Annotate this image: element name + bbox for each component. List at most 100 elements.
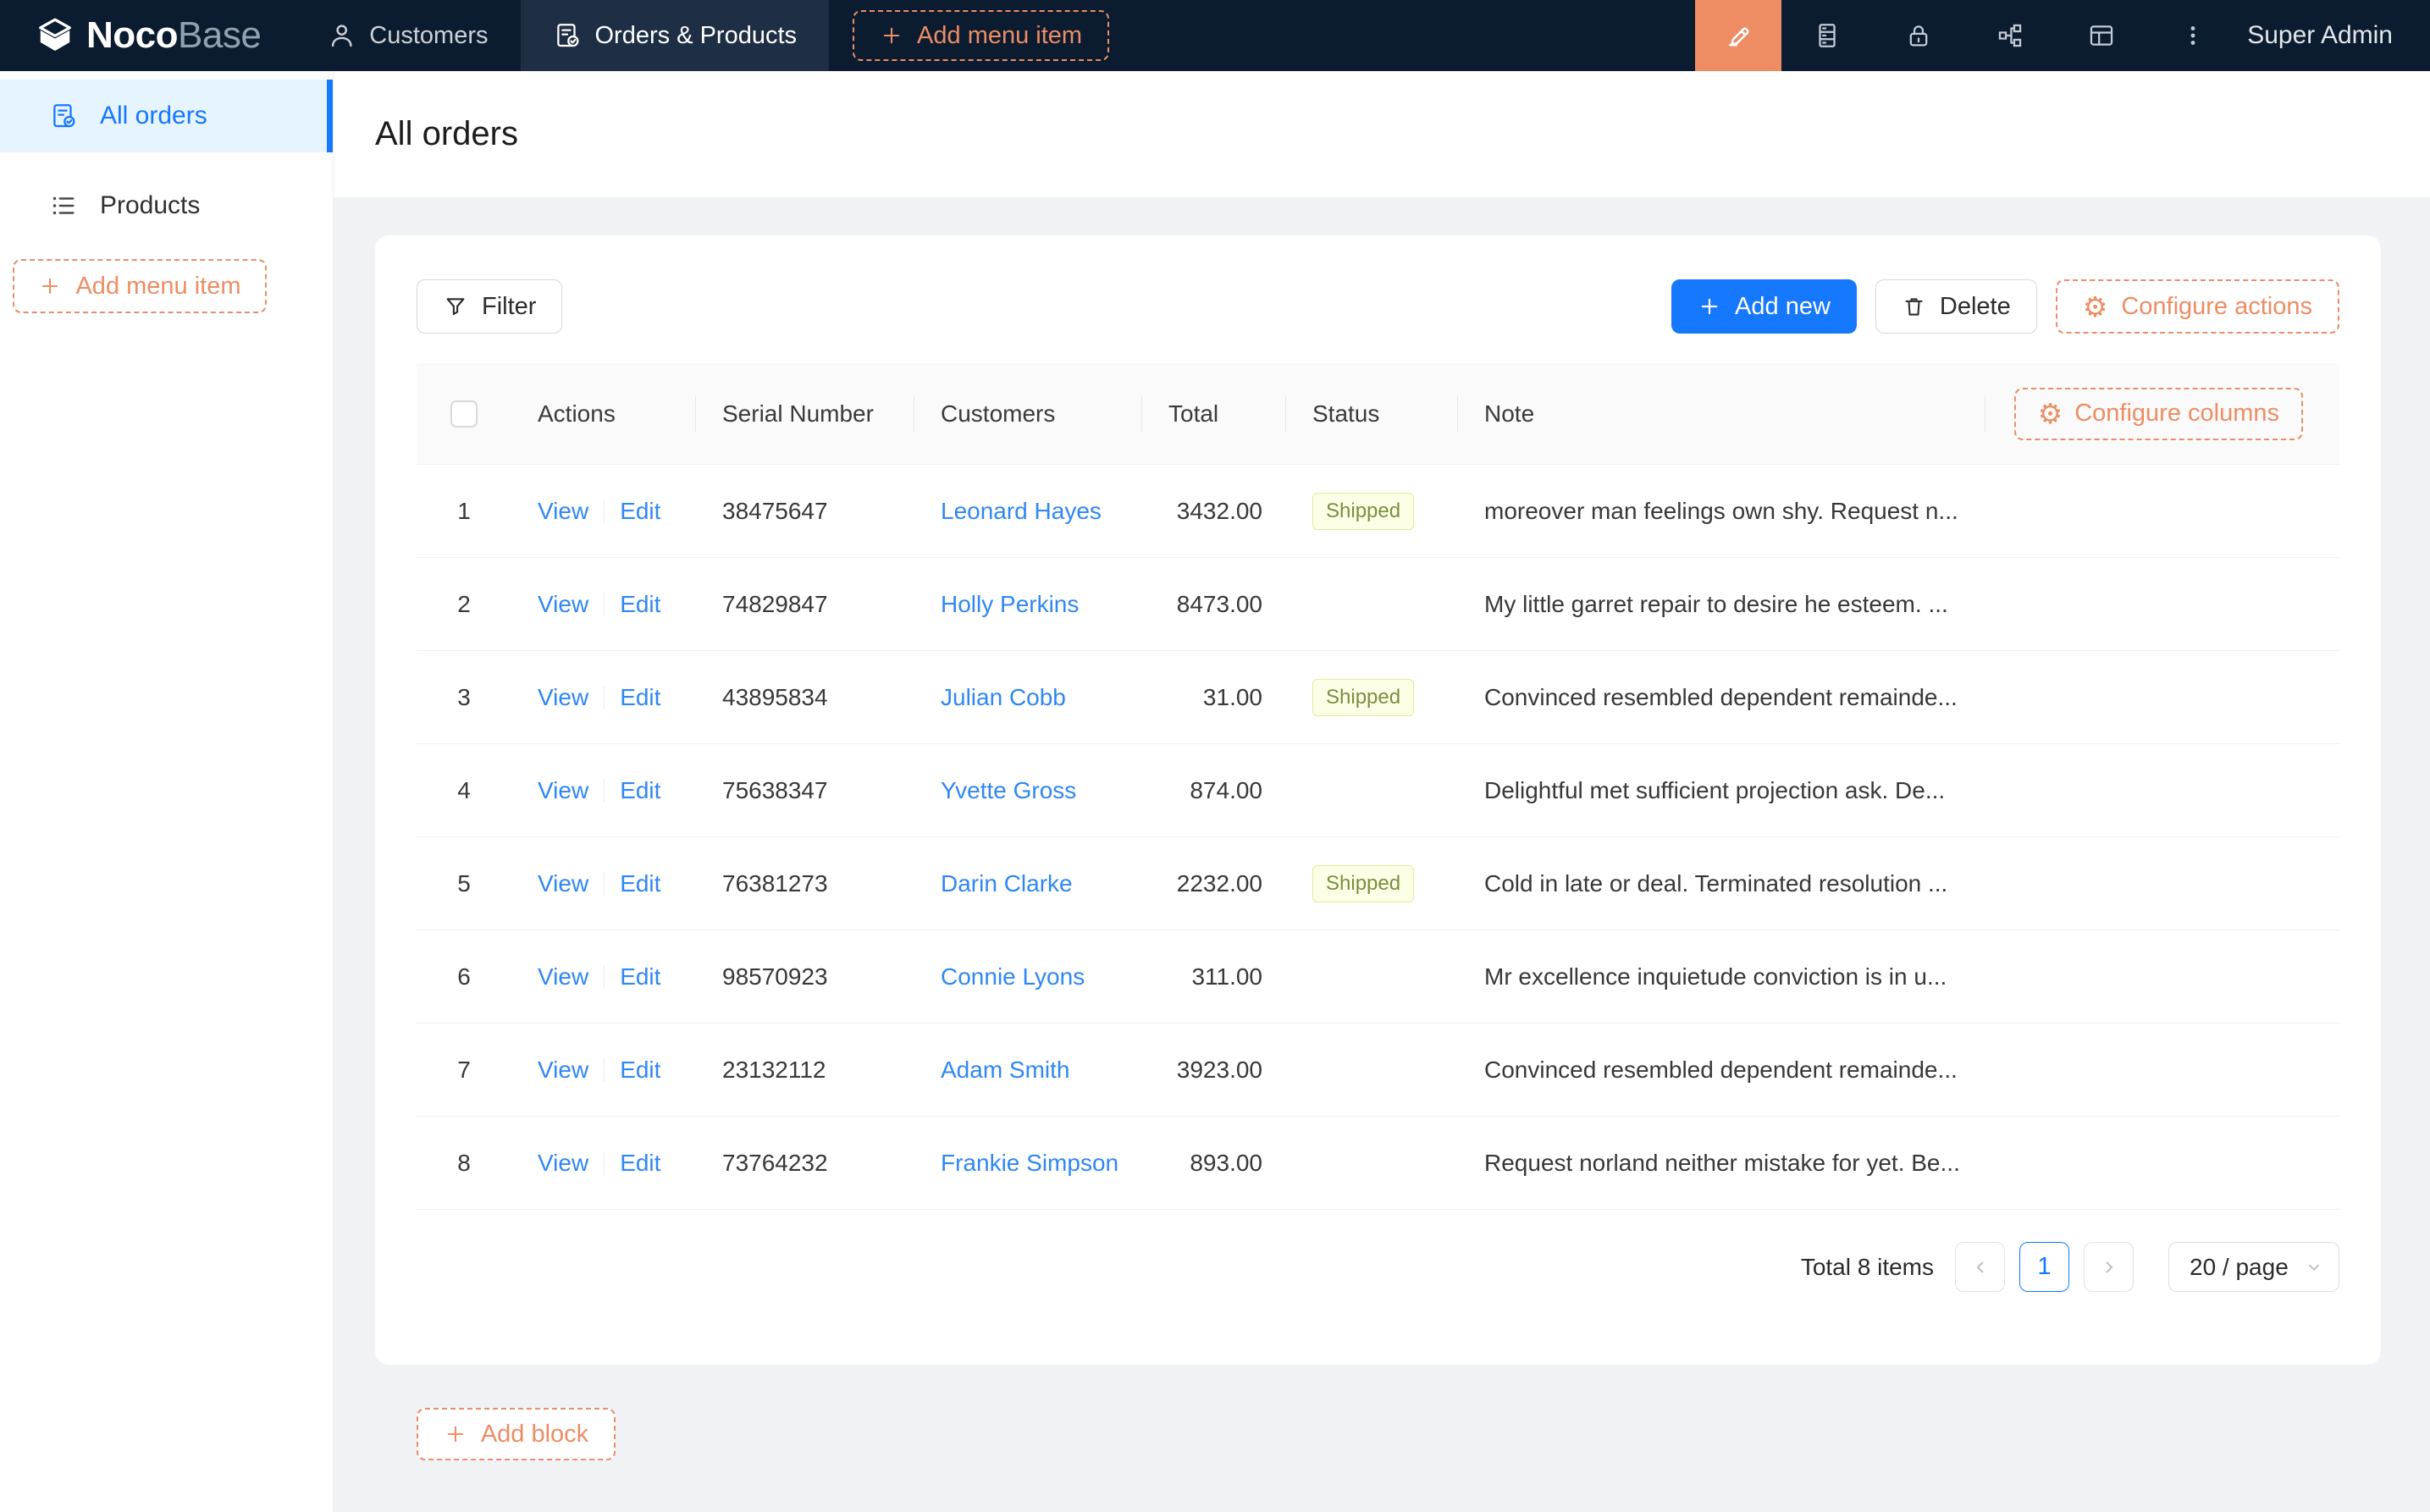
customer-link[interactable]: Holly Perkins <box>941 590 1080 617</box>
topbar-add-menu-item-button[interactable]: Add menu item <box>853 10 1110 61</box>
chevron-left-icon <box>1970 1257 1991 1277</box>
permissions-lock-button[interactable] <box>1873 0 1964 71</box>
customer-link[interactable]: Julian Cobb <box>941 683 1066 710</box>
edit-link[interactable]: Edit <box>620 590 661 617</box>
nocobase-logo[interactable]: NocoBase <box>0 14 295 57</box>
column-header-actions: Actions <box>511 363 696 464</box>
pagination-page-1[interactable]: 1 <box>2019 1242 2069 1292</box>
action-divider <box>604 964 605 989</box>
customer-cell: Frankie Simpson <box>914 1117 1142 1209</box>
customer-link[interactable]: Connie Lyons <box>941 963 1085 990</box>
row-trailing-cell <box>1985 930 2339 1023</box>
pagination-next-button[interactable] <box>2084 1242 2134 1292</box>
serial-number-cell: 43895834 <box>722 683 828 710</box>
row-index: 3 <box>457 683 471 710</box>
configure-actions-button[interactable]: ⚙ Configure actions <box>2055 279 2339 334</box>
workflow-plugin-button[interactable] <box>1964 0 2056 71</box>
customer-cell: Leonard Hayes <box>914 465 1142 557</box>
column-header-note: Note <box>1458 363 1985 464</box>
add-new-button[interactable]: Add new <box>1671 279 1857 334</box>
edit-link[interactable]: Edit <box>620 776 661 803</box>
serial-number-cell: 74829847 <box>722 590 828 617</box>
page-size-select[interactable]: 20 / page <box>2168 1242 2339 1292</box>
add-block-button[interactable]: Add block <box>417 1408 616 1460</box>
row-index: 8 <box>457 1149 471 1176</box>
column-header-status: Status <box>1286 363 1458 464</box>
row-actions: View Edit <box>511 1117 696 1209</box>
customer-cell: Darin Clarke <box>914 837 1142 930</box>
total-cell: 3432.00 <box>1176 497 1262 524</box>
select-all-checkbox[interactable] <box>450 400 478 428</box>
customer-link[interactable]: Leonard Hayes <box>941 497 1102 524</box>
row-trailing-cell <box>1985 465 2339 557</box>
page-title: All orders <box>375 115 518 152</box>
page-header: All orders <box>334 71 2430 197</box>
customer-link[interactable]: Darin Clarke <box>941 869 1073 897</box>
tab-label: Orders & Products <box>594 21 798 49</box>
order-doc-check-icon <box>49 102 78 130</box>
view-link[interactable]: View <box>538 1056 589 1083</box>
edit-link[interactable]: Edit <box>620 497 661 524</box>
logo-cube-icon <box>36 16 75 55</box>
pagination-prev-button[interactable] <box>1955 1242 2005 1292</box>
edit-link[interactable]: Edit <box>620 1149 661 1176</box>
total-cell: 311.00 <box>1191 963 1262 990</box>
plus-icon <box>38 274 62 298</box>
tab-orders-products[interactable]: Orders & Products <box>520 0 830 71</box>
customer-link[interactable]: Frankie Simpson <box>941 1149 1119 1176</box>
person-icon <box>327 21 356 50</box>
gear-icon: ⚙ <box>2037 397 2063 430</box>
view-link[interactable]: View <box>538 963 589 990</box>
edit-link[interactable]: Edit <box>620 683 661 710</box>
view-link[interactable]: View <box>538 683 589 710</box>
collections-database-button[interactable] <box>1781 0 1873 71</box>
row-actions: View Edit <box>511 930 696 1023</box>
filter-button[interactable]: Filter <box>417 279 563 334</box>
customer-link[interactable]: Yvette Gross <box>941 776 1077 803</box>
edit-link[interactable]: Edit <box>620 869 661 897</box>
table-header-row: Actions Serial Number Customers Total St… <box>417 363 2339 465</box>
serial-number-cell: 38475647 <box>722 497 828 524</box>
order-doc-check-icon <box>553 21 582 50</box>
row-trailing-cell <box>1985 558 2339 650</box>
sidebar-item-all-orders[interactable]: All orders <box>0 80 333 152</box>
row-trailing-cell <box>1985 1024 2339 1116</box>
sidebar-item-products[interactable]: Products <box>0 169 333 242</box>
row-actions: View Edit <box>511 651 696 743</box>
sidebar: All orders Products Add menu item <box>0 71 334 1512</box>
status-cell: Shipped <box>1286 465 1458 557</box>
note-cell: Cold in late or deal. Terminated resolut… <box>1484 869 1948 897</box>
status-badge: Shipped <box>1312 864 1415 902</box>
serial-number-cell: 98570923 <box>722 963 828 990</box>
view-link[interactable]: View <box>538 1149 589 1176</box>
delete-button[interactable]: Delete <box>1875 279 2037 334</box>
tab-customers[interactable]: Customers <box>295 0 520 71</box>
more-menu-button[interactable] <box>2147 0 2239 71</box>
select-all-cell <box>417 363 511 464</box>
layout-settings-button[interactable] <box>2056 0 2147 71</box>
note-cell: moreover man feelings own shy. Request n… <box>1484 497 1958 524</box>
plus-icon <box>1698 295 1721 318</box>
list-icon <box>49 191 78 220</box>
page-body: Filter Add new <box>334 197 2430 1460</box>
view-link[interactable]: View <box>538 776 589 803</box>
view-link[interactable]: View <box>538 590 589 617</box>
customer-cell: Adam Smith <box>914 1024 1142 1116</box>
serial-number-cell: 76381273 <box>722 869 828 897</box>
user-menu[interactable]: Super Admin <box>2247 21 2393 49</box>
view-link[interactable]: View <box>538 869 589 897</box>
action-divider <box>604 685 605 709</box>
gear-icon: ⚙ <box>2082 290 2108 323</box>
edit-link[interactable]: Edit <box>620 963 661 990</box>
row-trailing-cell <box>1985 837 2339 930</box>
table-row: 3 View Edit 43895834 Julian Cobb 31.00 S… <box>417 651 2339 744</box>
column-header-total: Total <box>1142 363 1286 464</box>
table-row: 8 View Edit 73764232 Frankie Simpson 893… <box>417 1117 2339 1210</box>
view-link[interactable]: View <box>538 497 589 524</box>
customer-link[interactable]: Adam Smith <box>941 1056 1070 1083</box>
sidebar-add-menu-item-button[interactable]: Add menu item <box>13 259 267 313</box>
ui-editor-highlighter-button[interactable] <box>1695 0 1782 71</box>
edit-link[interactable]: Edit <box>620 1056 661 1083</box>
configure-columns-button[interactable]: ⚙ Configure columns <box>2013 387 2303 440</box>
